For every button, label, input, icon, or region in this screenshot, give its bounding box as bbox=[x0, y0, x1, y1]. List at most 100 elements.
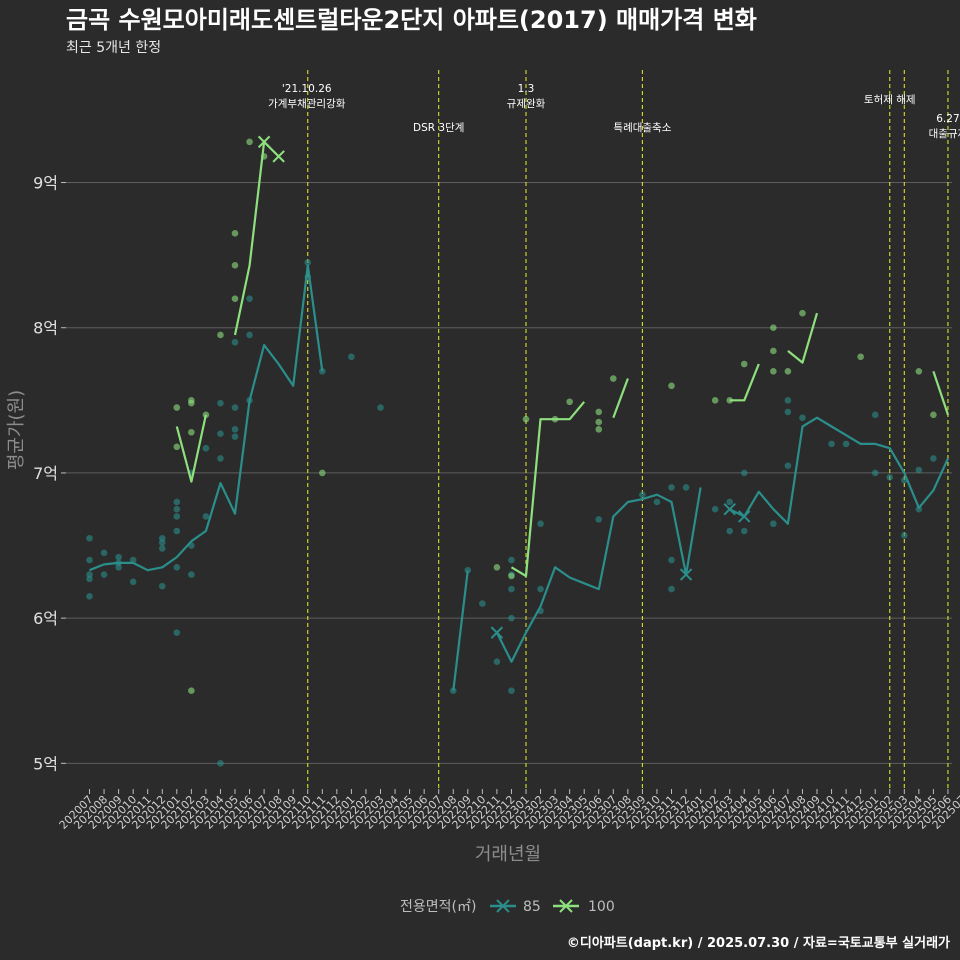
deal-point-85 bbox=[537, 585, 544, 593]
x-axis-title: 거래년월 bbox=[475, 844, 541, 865]
series-lines bbox=[89, 140, 950, 691]
deal-point-85 bbox=[173, 527, 181, 535]
legend-label-85: 85 bbox=[523, 899, 541, 915]
deal-point-100 bbox=[173, 404, 181, 411]
deal-point-85 bbox=[668, 484, 675, 491]
cross-marker-100 bbox=[272, 150, 285, 163]
deal-point-85 bbox=[86, 593, 93, 600]
deal-point-100 bbox=[770, 347, 777, 355]
deal-point-85 bbox=[711, 505, 719, 513]
cross-marker-100 bbox=[257, 135, 271, 149]
deal-point-100 bbox=[784, 367, 792, 375]
deal-point-85 bbox=[668, 556, 675, 564]
deal-point-100 bbox=[319, 469, 326, 477]
deal-point-85 bbox=[653, 498, 661, 506]
deal-point-100 bbox=[668, 382, 675, 390]
annotation-text: 1.3 bbox=[518, 83, 535, 95]
deal-point-100 bbox=[173, 443, 181, 451]
y-tick-label: 9억 bbox=[33, 174, 58, 193]
series-line-85 bbox=[452, 570, 469, 691]
series-line-100 bbox=[233, 140, 280, 336]
deal-point-85 bbox=[158, 582, 166, 590]
series-line-100 bbox=[787, 312, 819, 364]
deal-point-85 bbox=[129, 556, 137, 564]
deal-point-85 bbox=[231, 433, 239, 440]
deal-point-85 bbox=[173, 505, 181, 513]
deal-point-85 bbox=[668, 585, 675, 593]
deal-point-85 bbox=[173, 513, 181, 520]
deal-point-85 bbox=[246, 331, 253, 339]
deal-point-85 bbox=[508, 585, 515, 593]
cross-marker-85 bbox=[679, 568, 693, 581]
deal-point-85 bbox=[682, 484, 690, 491]
y-tick-label: 7억 bbox=[33, 464, 58, 483]
deal-point-85 bbox=[86, 556, 93, 564]
deal-point-85 bbox=[842, 440, 850, 448]
deal-point-85 bbox=[115, 563, 122, 571]
deal-point-85 bbox=[639, 491, 646, 498]
cross-marker-85 bbox=[723, 503, 736, 516]
annotation-text: 6.27 bbox=[936, 113, 959, 125]
deal-point-85 bbox=[304, 259, 312, 266]
deal-point-85 bbox=[901, 532, 908, 539]
deal-point-85 bbox=[740, 527, 748, 535]
deal-point-85 bbox=[508, 687, 515, 695]
legend: 전용면적(㎡) 85 100 bbox=[400, 899, 615, 915]
deal-point-100 bbox=[595, 418, 603, 426]
deal-point-85 bbox=[202, 513, 210, 520]
deal-point-100 bbox=[246, 138, 253, 146]
deal-point-85 bbox=[86, 534, 93, 542]
series-line-100 bbox=[932, 370, 950, 416]
deal-point-85 bbox=[784, 397, 792, 404]
series-line-100 bbox=[510, 401, 586, 578]
series-line-100 bbox=[175, 414, 207, 483]
legend-cross-85 bbox=[496, 899, 510, 913]
series-line-85 bbox=[89, 264, 324, 572]
deal-point-85 bbox=[115, 553, 122, 561]
deal-point-100 bbox=[493, 563, 501, 571]
deal-point-100 bbox=[188, 399, 195, 407]
legend-item-100: 100 bbox=[553, 899, 615, 915]
deal-point-85 bbox=[915, 466, 923, 474]
deal-point-85 bbox=[828, 440, 835, 448]
deal-point-85 bbox=[86, 575, 93, 583]
deal-points bbox=[86, 138, 937, 767]
cross-marker-85 bbox=[738, 510, 751, 523]
series-line-100 bbox=[729, 363, 760, 402]
annotation-text: '21.10.26 bbox=[282, 83, 332, 95]
legend-item-85: 85 bbox=[490, 899, 541, 915]
deal-point-85 bbox=[188, 571, 195, 578]
deal-point-100 bbox=[610, 375, 617, 382]
deal-point-85 bbox=[231, 338, 239, 346]
deal-point-100 bbox=[508, 572, 515, 580]
deal-point-85 bbox=[493, 658, 501, 665]
deal-point-100 bbox=[188, 687, 195, 695]
annotation-text: DSR 3단계 bbox=[413, 122, 464, 134]
deal-point-100 bbox=[522, 415, 530, 423]
deal-point-100 bbox=[711, 397, 719, 404]
deal-point-100 bbox=[188, 428, 195, 436]
deal-point-100 bbox=[799, 309, 806, 317]
legend-title: 전용면적(㎡) bbox=[400, 899, 476, 915]
chart-subtitle: 최근 5개년 한정 bbox=[66, 40, 161, 56]
deal-point-85 bbox=[217, 399, 224, 407]
deal-point-85 bbox=[217, 455, 224, 462]
deal-point-85 bbox=[100, 571, 108, 578]
chart-title: 금곡 수원모아미래도센트럴타운2단지 아파트(2017) 매매가격 변화 bbox=[66, 6, 757, 34]
deal-point-85 bbox=[726, 498, 733, 506]
deal-point-85 bbox=[537, 520, 544, 528]
deal-point-85 bbox=[449, 687, 457, 695]
deal-point-85 bbox=[784, 408, 792, 416]
y-tick-label: 8억 bbox=[33, 319, 58, 338]
deal-point-85 bbox=[100, 549, 108, 557]
x-axis-ticks: 2020072020082020092020102020112020122021… bbox=[57, 789, 960, 832]
legend-label-100: 100 bbox=[588, 899, 615, 915]
annotation-text: 특례대출축소 bbox=[613, 122, 671, 134]
deal-point-85 bbox=[871, 411, 879, 419]
deal-point-85 bbox=[595, 516, 603, 523]
deal-point-85 bbox=[726, 527, 733, 535]
deal-point-85 bbox=[770, 520, 777, 528]
deal-point-85 bbox=[508, 614, 515, 622]
deal-point-100 bbox=[217, 331, 224, 339]
